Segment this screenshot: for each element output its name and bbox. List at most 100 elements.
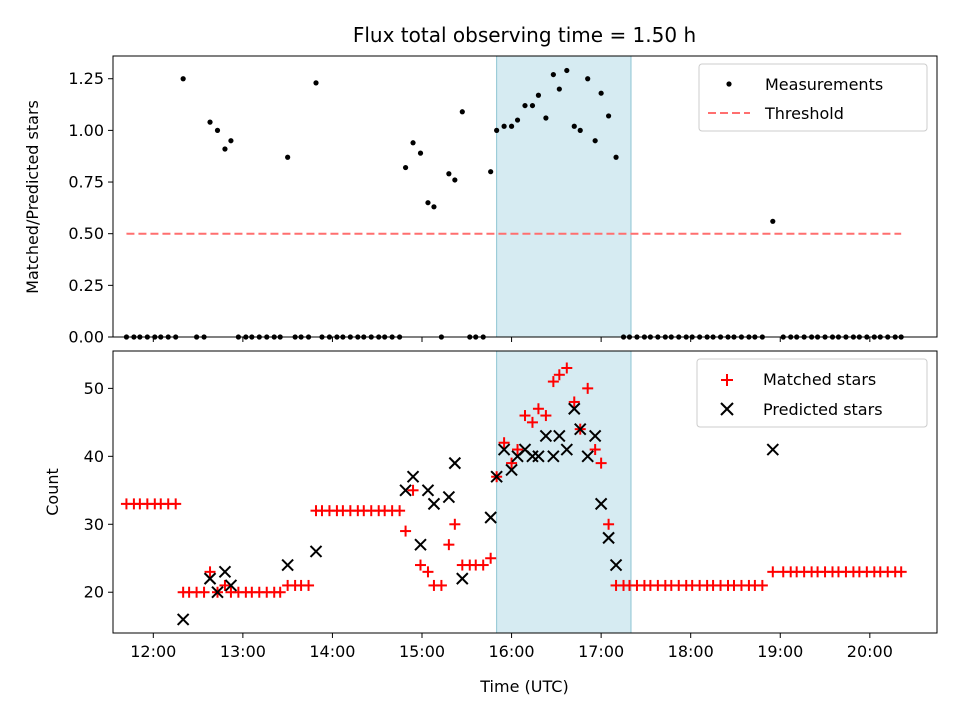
matched-star-point	[589, 444, 601, 456]
bottom-xtick-label: 17:00	[578, 642, 624, 661]
predicted-star-point	[560, 443, 574, 456]
measurement-point	[770, 218, 776, 224]
predicted-star-point-b	[547, 450, 560, 463]
bottom-x-ticks: 12:00 13:00 14:00 15:00 16:00 17:00 18:00 19:00…	[130, 633, 893, 661]
top-legend-box	[698, 63, 928, 132]
chart-title: Flux total observing time = 1.50 h	[353, 23, 696, 47]
matched-star-point	[498, 437, 510, 449]
predicted-star-point-b	[421, 484, 435, 497]
predicted-star-point-b	[539, 429, 553, 443]
matched-star-point	[449, 518, 461, 530]
matched-star-point	[519, 410, 531, 422]
predicted-star-point-b	[581, 450, 594, 463]
bottom-ytick-label: 50	[84, 379, 104, 398]
predicted-star-point	[406, 470, 420, 483]
predicted-star-point-b	[594, 497, 608, 511]
measurement-point	[402, 164, 409, 171]
bottom-ytick-label: 20	[84, 583, 104, 602]
predicted-star-point	[609, 558, 623, 572]
predicted-star-point	[203, 572, 217, 585]
predicted-star-point-b	[490, 470, 503, 483]
predicted-star-point	[497, 443, 511, 456]
predicted-star-point-b	[414, 538, 427, 551]
matched-star-point	[568, 396, 580, 408]
matched-star-point	[170, 498, 182, 510]
top-y-axis-label: Matched/Predicted stars	[23, 100, 42, 294]
measurement-point	[592, 138, 598, 144]
measurement-point	[585, 76, 591, 82]
measurement-point	[313, 80, 319, 86]
legend-matched-label: Matched stars	[763, 370, 876, 389]
bottom-shaded-span	[496, 350, 632, 634]
top-legend: Measurements Threshold	[698, 63, 928, 132]
measurement-point	[577, 127, 583, 133]
predicted-star-point	[442, 490, 456, 504]
predicted-star-point	[568, 402, 581, 415]
bottom-xtick-label: 18:00	[668, 642, 714, 661]
bottom-xtick-label: 12:00	[130, 642, 176, 661]
bottom-xtick-label: 14:00	[309, 642, 355, 661]
legend-predicted-label: Predicted stars	[763, 400, 883, 419]
predicted-star-point-b	[574, 422, 587, 436]
predicted-star-point-b	[553, 429, 566, 443]
measurement-point	[214, 127, 221, 133]
matched-star-point	[540, 410, 552, 422]
measurement-point	[285, 154, 291, 160]
measurement-point	[207, 119, 213, 125]
top-span-rect	[496, 55, 632, 338]
predicted-star-point	[224, 579, 238, 592]
measurement-point	[417, 150, 424, 156]
measurement-point	[459, 109, 465, 115]
measurement-point	[543, 115, 549, 121]
predicted-star-point-b	[560, 443, 574, 456]
bottom-legend: Matched stars Predicted stars	[696, 358, 928, 428]
matched-star-point	[303, 579, 315, 591]
predicted-star-point	[766, 443, 780, 456]
matched-star-point	[407, 484, 419, 496]
top-shaded-span	[496, 55, 632, 338]
top-ytick-label: 0.75	[68, 173, 104, 192]
top-ytick-label: 0.50	[68, 224, 104, 243]
measurement-point	[571, 123, 577, 129]
predicted-star-point-b	[766, 443, 780, 456]
legend-measurements-label: Measurements	[765, 75, 883, 94]
matched-star-point	[198, 586, 210, 598]
measurement-point	[564, 67, 570, 74]
predicted-star-point-b	[532, 450, 545, 463]
top-axes-frame	[112, 55, 938, 338]
bottom-xtick-label: 20:00	[847, 642, 893, 661]
predicted-star-point	[602, 531, 615, 545]
matched-star-point	[274, 586, 286, 598]
matched-star-point	[394, 505, 406, 517]
predicted-star-point	[176, 613, 190, 626]
predicted-star-point	[553, 429, 566, 443]
bottom-span-rect	[496, 350, 632, 634]
predicted-star-point	[414, 538, 427, 551]
matched-star-point	[415, 559, 427, 571]
predicted-star-point	[309, 545, 323, 558]
matched-star-point	[443, 539, 455, 551]
top-ytick-label: 0.00	[68, 328, 104, 347]
measurement-point	[613, 154, 619, 160]
predicted-star-point	[490, 470, 503, 483]
matched-star-point	[477, 559, 489, 571]
predicted-star-point-b	[281, 558, 294, 572]
predicted-star-point-b	[203, 572, 217, 585]
predicted-star-point	[505, 463, 518, 477]
predicted-star-point-b	[568, 402, 581, 415]
measurement-point	[522, 102, 528, 109]
predicted-star-point-b	[505, 463, 518, 477]
measurement-point	[556, 86, 562, 92]
predicted-star-point-b	[427, 497, 441, 511]
measurement-point	[452, 177, 458, 183]
bottom-y-axis-label: Count	[43, 468, 62, 516]
matched-star-point	[553, 369, 565, 381]
predicted-star-point	[218, 565, 232, 579]
matched-star-point	[603, 518, 615, 530]
predicted-star-point	[574, 422, 587, 436]
legend-predicted-marker	[720, 402, 734, 416]
predicted-star-point-b	[497, 443, 511, 456]
measurement-point	[494, 127, 500, 133]
measurement-point	[508, 123, 515, 129]
